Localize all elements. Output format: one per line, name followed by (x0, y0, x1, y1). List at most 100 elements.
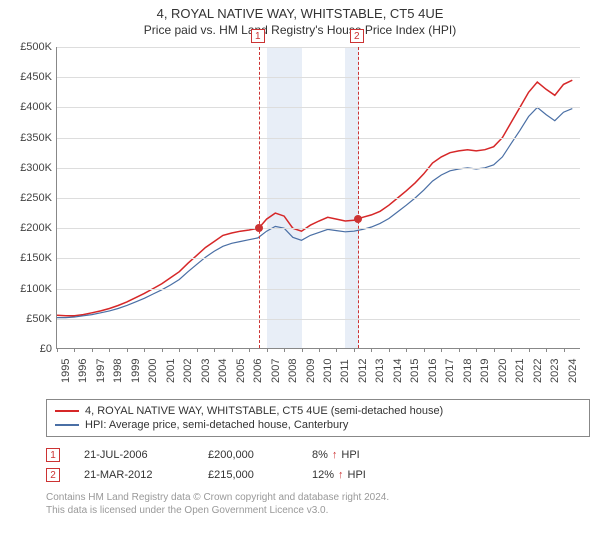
arrow-up-icon: ↑ (338, 469, 344, 481)
y-axis-label: £150K (10, 252, 52, 264)
x-axis-label: 2024 (567, 359, 579, 383)
sale-marker-badge: 1 (251, 29, 265, 43)
x-axis-label: 2002 (182, 359, 194, 383)
x-tick (424, 348, 425, 352)
x-axis-label: 2017 (444, 359, 456, 383)
gridline (57, 47, 580, 48)
gridline (57, 168, 580, 169)
x-axis-label: 2023 (549, 359, 561, 383)
x-tick (511, 348, 512, 352)
x-tick (546, 348, 547, 352)
x-tick (92, 348, 93, 352)
x-tick (371, 348, 372, 352)
sale-marker-dot (255, 224, 263, 232)
x-tick (354, 348, 355, 352)
attribution-line: Contains HM Land Registry data © Crown c… (46, 491, 590, 504)
x-axis-label: 2006 (252, 359, 264, 383)
y-axis-label: £500K (10, 41, 52, 53)
sale-diff-label: HPI (348, 469, 366, 481)
x-axis-label: 2016 (427, 359, 439, 383)
arrow-up-icon: ↑ (332, 449, 338, 461)
legend-swatch (55, 410, 79, 412)
sale-diff: 8% ↑HPI (312, 449, 360, 461)
x-axis-label: 2010 (322, 359, 334, 383)
x-tick (441, 348, 442, 352)
sale-date: 21-MAR-2012 (84, 469, 184, 481)
x-tick (459, 348, 460, 352)
sale-badge: 2 (46, 468, 60, 482)
sale-row: 2 21-MAR-2012 £215,000 12% ↑ HPI (46, 465, 590, 485)
y-axis-label: £0 (10, 343, 52, 355)
y-axis-label: £300K (10, 162, 52, 174)
x-tick (109, 348, 110, 352)
x-axis-label: 1998 (112, 359, 124, 383)
series-hpi_canterbury (57, 107, 572, 317)
gridline (57, 198, 580, 199)
sales-table: 121-JUL-2006£200,0008%↑HPI221-MAR-2012£2… (46, 445, 590, 485)
y-axis-label: £100K (10, 283, 52, 295)
legend-item: HPI: Average price, semi-detached house,… (55, 418, 581, 432)
attribution: Contains HM Land Registry data © Crown c… (46, 491, 590, 517)
x-tick (476, 348, 477, 352)
x-tick (144, 348, 145, 352)
sale-diff-pct: 12% (312, 469, 334, 481)
x-tick (197, 348, 198, 352)
x-tick (529, 348, 530, 352)
gridline (57, 107, 580, 108)
x-axis-label: 1999 (130, 359, 142, 383)
y-axis-label: £350K (10, 132, 52, 144)
x-axis-label: 1997 (95, 359, 107, 383)
chart-container: 4, ROYAL NATIVE WAY, WHITSTABLE, CT5 4UE… (0, 0, 600, 560)
sale-marker-badge: 2 (350, 29, 364, 43)
x-tick (302, 348, 303, 352)
gridline (57, 289, 580, 290)
x-axis-label: 2009 (305, 359, 317, 383)
gridline (57, 77, 580, 78)
x-axis-label: 2018 (462, 359, 474, 383)
chart-area: £0£50K£100K£150K£200K£250K£300K£350K£400… (10, 43, 590, 393)
x-tick (267, 348, 268, 352)
x-tick (494, 348, 495, 352)
x-axis-label: 2004 (217, 359, 229, 383)
legend-swatch (55, 424, 79, 426)
x-tick (389, 348, 390, 352)
x-axis-label: 2020 (497, 359, 509, 383)
x-axis-label: 2021 (514, 359, 526, 383)
sale-marker-line (358, 47, 359, 348)
x-axis-label: 2013 (374, 359, 386, 383)
sale-date: 21-JUL-2006 (84, 449, 184, 461)
plot-area (56, 47, 580, 349)
x-tick (319, 348, 320, 352)
x-axis-label: 2008 (287, 359, 299, 383)
y-axis-label: £250K (10, 192, 52, 204)
y-axis-label: £200K (10, 222, 52, 234)
gridline (57, 319, 580, 320)
x-tick (74, 348, 75, 352)
x-tick (232, 348, 233, 352)
legend-label: HPI: Average price, semi-detached house,… (85, 419, 348, 431)
legend-item: 4, ROYAL NATIVE WAY, WHITSTABLE, CT5 4UE… (55, 404, 581, 418)
x-axis-label: 1996 (77, 359, 89, 383)
x-axis-label: 2000 (147, 359, 159, 383)
gridline (57, 258, 580, 259)
sale-marker-dot (354, 215, 362, 223)
x-tick (406, 348, 407, 352)
x-axis-label: 2005 (235, 359, 247, 383)
sale-price: £215,000 (208, 469, 288, 481)
sale-diff-pct: 8% (312, 449, 328, 461)
x-tick (162, 348, 163, 352)
gridline (57, 228, 580, 229)
sale-diff: 12% ↑ HPI (312, 469, 366, 481)
x-axis-label: 2001 (165, 359, 177, 383)
x-axis-label: 2012 (357, 359, 369, 383)
x-tick (336, 348, 337, 352)
y-axis-label: £50K (10, 313, 52, 325)
sale-diff-label: HPI (341, 449, 359, 461)
x-axis-label: 1995 (60, 359, 72, 383)
x-axis-label: 2011 (339, 359, 351, 383)
x-tick (564, 348, 565, 352)
x-axis-label: 2015 (409, 359, 421, 383)
legend-label: 4, ROYAL NATIVE WAY, WHITSTABLE, CT5 4UE… (85, 405, 443, 417)
sale-price: £200,000 (208, 449, 288, 461)
x-tick (249, 348, 250, 352)
